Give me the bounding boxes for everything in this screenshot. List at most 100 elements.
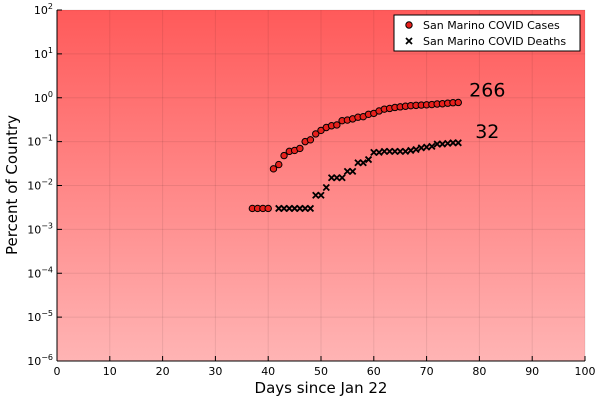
x-tick-label: 30 [208,365,222,378]
x-marker-stroke [438,140,447,148]
deaths-point [428,142,436,150]
x-marker-stroke [364,155,373,164]
x-marker-stroke [306,204,315,213]
y-tick-label: 10−4 [27,265,53,280]
x-tick-label: 80 [472,365,486,378]
x-tick-label: 100 [575,365,596,378]
legend-deaths-marker [405,37,413,45]
deaths-point [407,146,415,155]
deaths-point [354,159,362,167]
x-marker-stroke [333,174,341,182]
deaths-point [370,148,378,156]
deaths-point [312,191,320,199]
legend-cases-marker [405,21,413,29]
x-marker-stroke [338,174,346,182]
deaths-point [380,147,388,155]
cases-point [306,136,315,144]
y-tick-label: 10−1 [27,134,53,149]
x-tick-label: 0 [54,365,61,378]
x-marker-stroke [327,174,336,182]
deaths-point [386,147,394,155]
cases-point [269,165,278,173]
data-points [248,98,462,213]
deaths-point [449,139,457,147]
cases-point [333,121,341,129]
x-tick-label: 10 [103,365,117,378]
x-marker-stroke [454,139,462,147]
deaths-point [296,204,304,213]
x-marker-stroke [296,204,304,213]
cases-point [280,151,288,160]
x-marker-stroke [386,147,394,155]
deaths-point [364,155,373,164]
x-marker-stroke [422,143,431,151]
cases-point [454,98,462,107]
deaths-point [285,204,293,213]
deaths-point [349,167,357,175]
x-marker-stroke [275,204,283,213]
x-marker-stroke [396,147,404,155]
deaths-point [391,147,399,155]
deaths-point [290,204,299,213]
cases-point [264,204,272,213]
annotation-label: 32 [475,121,499,143]
grid-lines [56,9,586,362]
deaths-point [306,204,315,213]
deaths-point [343,167,352,175]
x-tick-label: 50 [314,365,328,378]
deaths-point [275,204,283,213]
deaths-point [280,204,288,213]
x-marker-stroke [359,159,367,167]
deaths-point [412,145,420,154]
x-marker-stroke [312,191,320,199]
x-marker-stroke [343,167,352,175]
plot-background [57,10,585,361]
cases-point [296,144,304,153]
x-marker-stroke [354,159,362,167]
x-marker-stroke [301,204,309,213]
x-marker-stroke [322,183,330,192]
deaths-point [327,174,336,182]
y-axis-label: Percent of Country [3,115,21,255]
legend-entry-label: San Marino COVID Cases [423,19,560,32]
legend-box [393,14,581,52]
deaths-point [322,183,330,192]
y-tick-label: 101 [34,46,53,61]
x-tick-label: 20 [156,365,170,378]
x-tick-label: 90 [525,365,539,378]
deaths-point [359,159,367,167]
y-tick-label: 100 [34,90,53,105]
deaths-point [433,140,441,148]
y-tick-label: 10−6 [27,353,53,368]
deaths-point [401,147,410,155]
x-marker-stroke [290,204,299,213]
x-marker-stroke [433,140,441,148]
cases-point [275,160,283,169]
x-marker-stroke [417,144,425,152]
y-tick-label: 102 [34,2,53,17]
x-axis-label: Days since Jan 22 [255,379,388,397]
x-marker-stroke [375,148,383,156]
x-marker-stroke [449,139,457,147]
annotations: 266 32 [469,79,505,143]
x-marker-stroke [317,191,325,199]
deaths-point [338,174,346,182]
x-marker-stroke [285,204,293,213]
x-marker-stroke [428,142,436,150]
x-tick-label: 40 [261,365,275,378]
x-tick-label: 70 [420,365,434,378]
y-tick-label: 10−5 [27,309,53,324]
x-marker-stroke [401,147,410,155]
deaths-point [454,139,462,147]
legend-entry-label: San Marino COVID Deaths [423,35,566,48]
deaths-point [375,148,383,156]
x-marker-stroke [405,37,413,45]
x-marker-stroke [391,147,399,155]
annotation-label: 266 [469,79,505,101]
deaths-point [333,174,341,182]
x-marker-stroke [370,148,378,156]
x-marker-stroke [349,167,357,175]
deaths-point [396,147,404,155]
